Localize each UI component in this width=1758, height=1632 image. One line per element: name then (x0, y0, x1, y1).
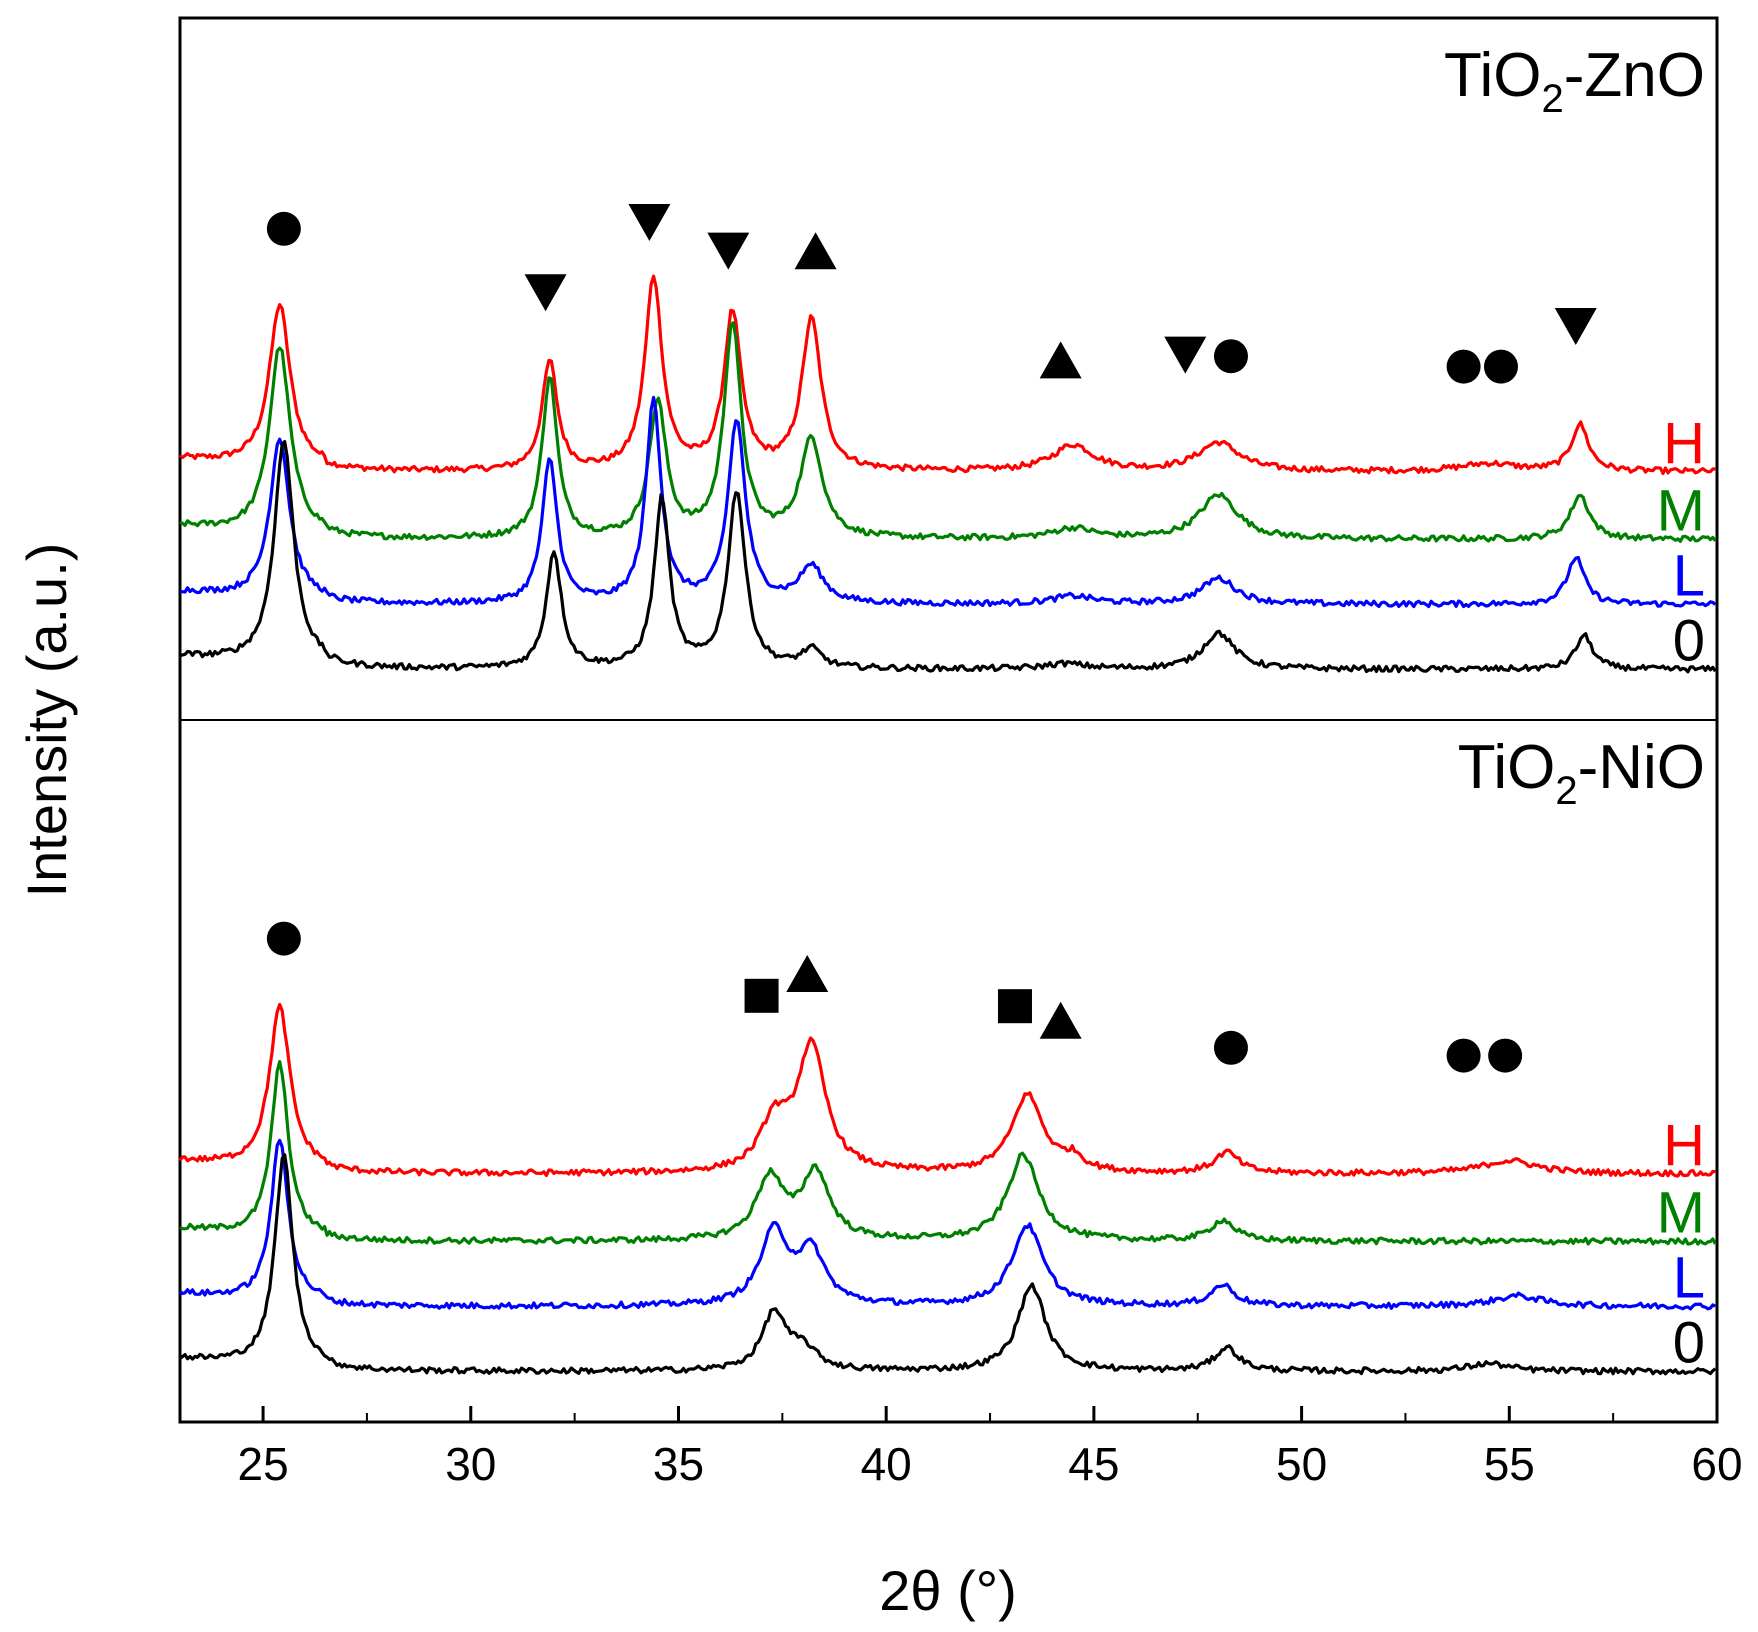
series-label-bottom-M: M (1657, 1180, 1705, 1245)
phase-marker-triangle-up (1039, 1001, 1082, 1039)
trace-bottom-zero (179, 1153, 1717, 1376)
panel-title-bottom: TiO2-NiO (1458, 733, 1705, 813)
x-tick-label: 55 (1484, 1438, 1535, 1490)
series-label-top-zero: 0 (1673, 608, 1705, 673)
phase-marker-triangle-up (794, 232, 837, 270)
series-label-top-L: L (1673, 543, 1705, 608)
panel-title-top: TiO2-ZnO (1444, 41, 1705, 121)
phase-marker-triangle-down (628, 204, 671, 241)
phase-marker-square (997, 989, 1032, 1024)
trace-top-M (179, 321, 1717, 543)
phase-marker-circle (1483, 349, 1518, 384)
series-label-bottom-H: H (1663, 1113, 1705, 1178)
phase-marker-triangle-down (524, 274, 567, 312)
phase-marker-circle (266, 211, 301, 246)
phase-marker-circle (1446, 1038, 1481, 1073)
x-tick-label: 45 (1068, 1438, 1119, 1490)
x-tick-label: 60 (1691, 1438, 1742, 1490)
trace-bottom-H (178, 1002, 1716, 1178)
x-tick-label: 40 (861, 1438, 912, 1490)
phase-marker-triangle-down (707, 232, 750, 270)
series-label-bottom-L: L (1673, 1245, 1705, 1310)
phase-marker-triangle-down (1164, 336, 1207, 374)
x-tick-label: 30 (445, 1438, 496, 1490)
phase-marker-triangle-up (1039, 341, 1082, 379)
series-label-bottom-zero: 0 (1673, 1310, 1705, 1375)
x-tick-label: 50 (1276, 1438, 1327, 1490)
trace-top-L (180, 395, 1717, 609)
x-tick-label: 35 (653, 1438, 704, 1490)
phase-marker-circle (266, 921, 301, 956)
x-axis-title: 2θ (°) (879, 1559, 1017, 1622)
x-axis-ticks (261, 1406, 1719, 1422)
series-label-top-M: M (1657, 478, 1705, 543)
x-axis-tick-labels: 25 30 35 40 45 50 55 60 (237, 1438, 1742, 1490)
trace-top-H (178, 274, 1716, 476)
phase-marker-triangle-up (786, 955, 829, 992)
series-label-top-H: H (1663, 411, 1705, 476)
phase-marker-circle (1488, 1038, 1523, 1073)
trace-bottom-L (178, 1138, 1717, 1311)
phase-marker-square (744, 978, 779, 1013)
x-tick-label: 25 (237, 1438, 288, 1490)
phase-markers (266, 204, 1597, 1073)
phase-marker-triangle-down (1554, 308, 1597, 345)
trace-bottom-M (179, 1060, 1717, 1246)
y-axis-title: Intensity (a.u.) (15, 543, 78, 898)
traces (178, 274, 1717, 1376)
trace-top-zero (179, 440, 1717, 674)
phase-marker-circle (1213, 339, 1248, 374)
phase-marker-circle (1446, 349, 1481, 384)
phase-marker-circle (1213, 1030, 1248, 1065)
